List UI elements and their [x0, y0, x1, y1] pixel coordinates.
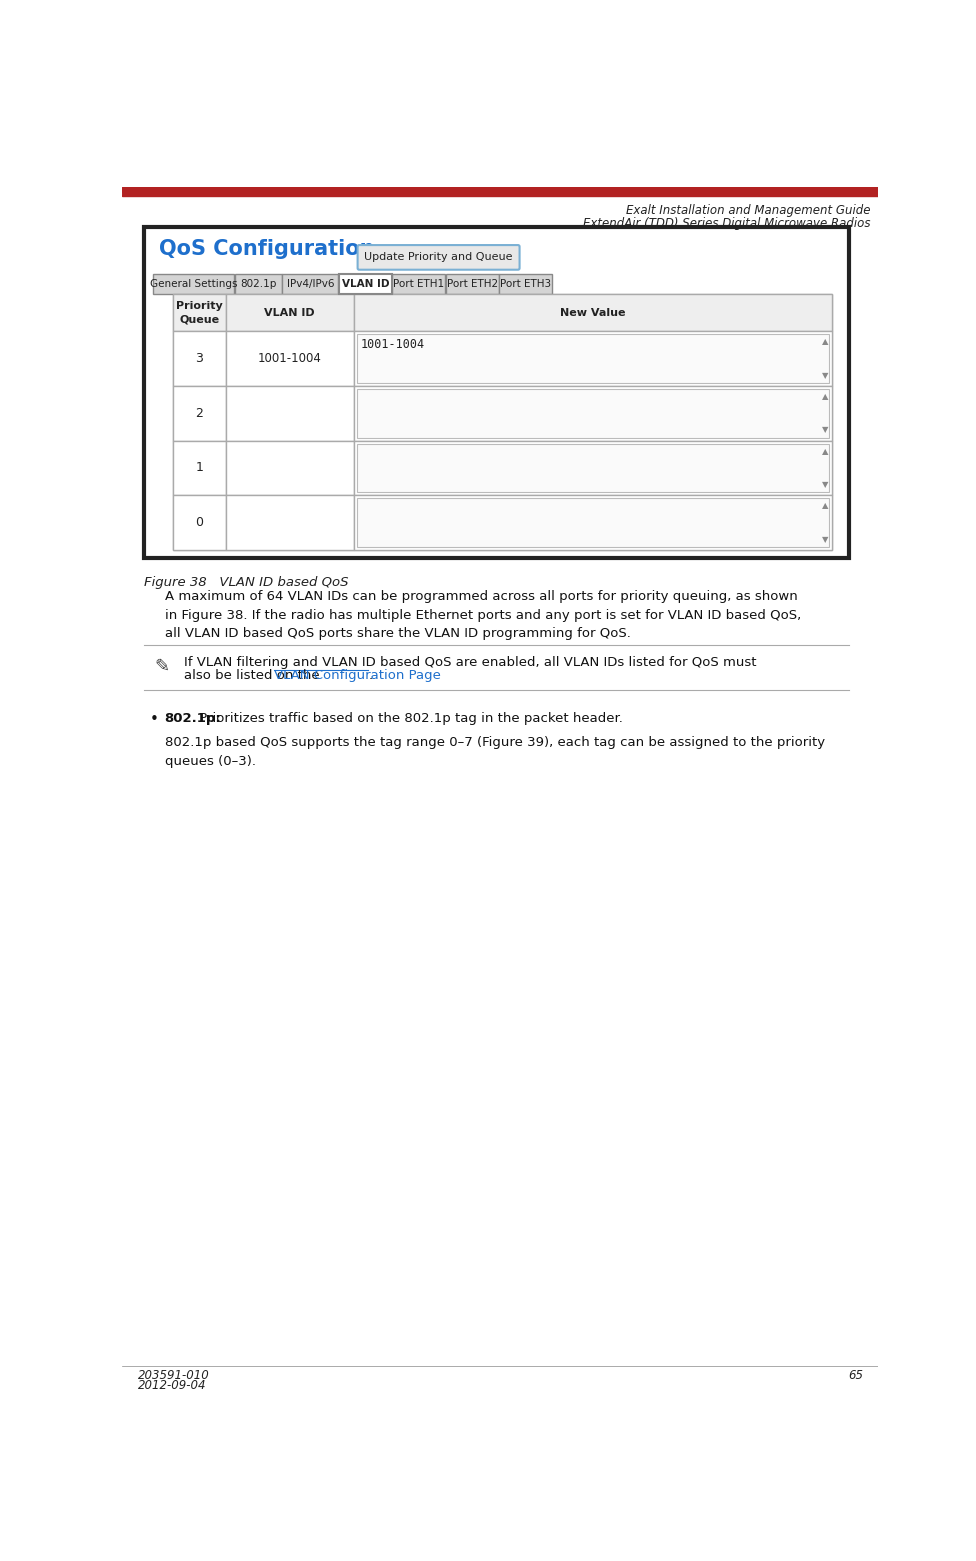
Text: If VLAN filtering and VLAN ID based QoS are enabled, all VLAN IDs listed for QoS: If VLAN filtering and VLAN ID based QoS …	[184, 656, 756, 670]
Bar	[446, 275, 499, 295]
Text: 2012-09-04: 2012-09-04	[138, 1380, 206, 1392]
Bar	[153, 275, 234, 295]
Text: 802.1p: 802.1p	[240, 279, 276, 289]
Text: ▼: ▼	[822, 372, 829, 379]
Text: Port ETH2: Port ETH2	[447, 279, 498, 289]
Text: 0: 0	[195, 517, 204, 529]
Text: New Value: New Value	[560, 308, 626, 318]
Text: 802.1p based QoS supports the tag range 0–7 (Figure 39), each tag can be assigne: 802.1p based QoS supports the tag range …	[165, 737, 825, 768]
Text: ▲: ▲	[822, 501, 829, 510]
Text: IPv4/IPv6: IPv4/IPv6	[287, 279, 334, 289]
Bar	[173, 331, 225, 386]
Bar	[225, 295, 353, 331]
Text: A maximum of 64 VLAN IDs can be programmed across all ports for priority queuing: A maximum of 64 VLAN IDs can be programm…	[165, 590, 801, 640]
Text: General Settings: General Settings	[150, 279, 237, 289]
Text: ▲: ▲	[822, 392, 829, 401]
Text: 1001-1004: 1001-1004	[361, 339, 425, 351]
Text: Port ETH1: Port ETH1	[393, 279, 444, 289]
Text: ▲: ▲	[822, 446, 829, 456]
Text: Prioritizes traffic based on the 802.1p tag in the packet header.: Prioritizes traffic based on the 802.1p …	[195, 712, 623, 724]
Text: ✎: ✎	[155, 657, 170, 676]
Text: Figure 38   VLAN ID based QoS: Figure 38 VLAN ID based QoS	[143, 576, 348, 588]
Text: •: •	[150, 712, 159, 727]
Text: Port ETH3: Port ETH3	[501, 279, 551, 289]
Bar	[500, 275, 552, 295]
Bar	[173, 386, 225, 440]
Text: 2: 2	[195, 407, 203, 420]
Text: .: .	[368, 668, 372, 682]
Bar	[357, 498, 829, 546]
Bar	[225, 440, 353, 495]
Text: VLAN ID: VLAN ID	[342, 279, 389, 289]
Bar	[225, 331, 353, 386]
Text: 1: 1	[195, 462, 203, 475]
Text: ▼: ▼	[822, 426, 829, 434]
Bar	[282, 275, 339, 295]
Bar	[173, 295, 225, 331]
Bar	[122, 187, 878, 194]
Text: Priority
Queue: Priority Queue	[176, 301, 223, 325]
Text: ▲: ▲	[822, 337, 829, 347]
Text: also be listed on the: also be listed on the	[184, 668, 324, 682]
Text: 203591-010: 203591-010	[138, 1369, 209, 1383]
Bar	[357, 443, 829, 492]
Text: 3: 3	[195, 353, 203, 365]
Bar	[357, 334, 829, 382]
Bar	[339, 275, 391, 295]
Bar	[235, 275, 282, 295]
Bar	[173, 495, 225, 549]
Bar	[173, 295, 832, 549]
Text: 65: 65	[848, 1369, 863, 1383]
Bar	[353, 440, 832, 495]
Text: 802.1p:: 802.1p:	[165, 712, 222, 724]
Bar	[353, 295, 832, 331]
Bar	[225, 386, 353, 440]
Text: Update Priority and Queue: Update Priority and Queue	[364, 253, 512, 262]
Text: ExtendAir (TDD) Series Digital Microwave Radios: ExtendAir (TDD) Series Digital Microwave…	[583, 217, 871, 229]
Bar	[173, 440, 225, 495]
Text: ▼: ▼	[822, 481, 829, 489]
Bar	[225, 495, 353, 549]
Bar	[353, 386, 832, 440]
Text: VLAN ID: VLAN ID	[264, 308, 315, 318]
Bar	[353, 495, 832, 549]
Text: 1001-1004: 1001-1004	[258, 353, 322, 365]
Bar	[353, 331, 832, 386]
Text: QoS Configuration: QoS Configuration	[159, 239, 375, 259]
Bar	[357, 389, 829, 437]
Bar	[392, 275, 445, 295]
Text: ▼: ▼	[822, 535, 829, 543]
Text: VLAN Configuration Page: VLAN Configuration Page	[274, 668, 441, 682]
Bar	[143, 226, 849, 557]
Text: Exalt Installation and Management Guide: Exalt Installation and Management Guide	[627, 204, 871, 217]
FancyBboxPatch shape	[357, 245, 519, 270]
